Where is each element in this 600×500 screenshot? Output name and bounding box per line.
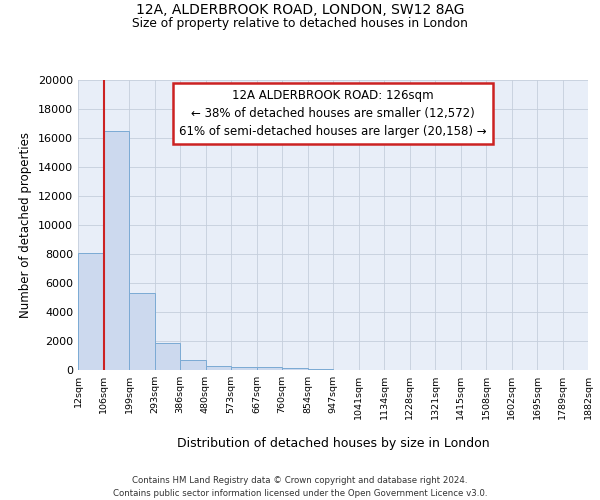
Text: 12A ALDERBROOK ROAD: 126sqm
← 38% of detached houses are smaller (12,572)
61% of: 12A ALDERBROOK ROAD: 126sqm ← 38% of det… bbox=[179, 88, 487, 138]
Bar bbox=[180, 360, 205, 370]
Text: Size of property relative to detached houses in London: Size of property relative to detached ho… bbox=[132, 18, 468, 30]
Text: 12A, ALDERBROOK ROAD, LONDON, SW12 8AG: 12A, ALDERBROOK ROAD, LONDON, SW12 8AG bbox=[136, 2, 464, 16]
Bar bbox=[205, 366, 231, 370]
Bar bbox=[257, 367, 282, 370]
Bar bbox=[78, 252, 104, 370]
Bar bbox=[155, 343, 180, 370]
Text: Contains HM Land Registry data © Crown copyright and database right 2024.
Contai: Contains HM Land Registry data © Crown c… bbox=[113, 476, 487, 498]
Bar bbox=[231, 367, 257, 370]
Bar bbox=[104, 130, 129, 370]
Text: Distribution of detached houses by size in London: Distribution of detached houses by size … bbox=[176, 438, 490, 450]
Y-axis label: Number of detached properties: Number of detached properties bbox=[19, 132, 32, 318]
Bar bbox=[308, 368, 333, 370]
Bar bbox=[129, 293, 155, 370]
Bar bbox=[282, 368, 308, 370]
